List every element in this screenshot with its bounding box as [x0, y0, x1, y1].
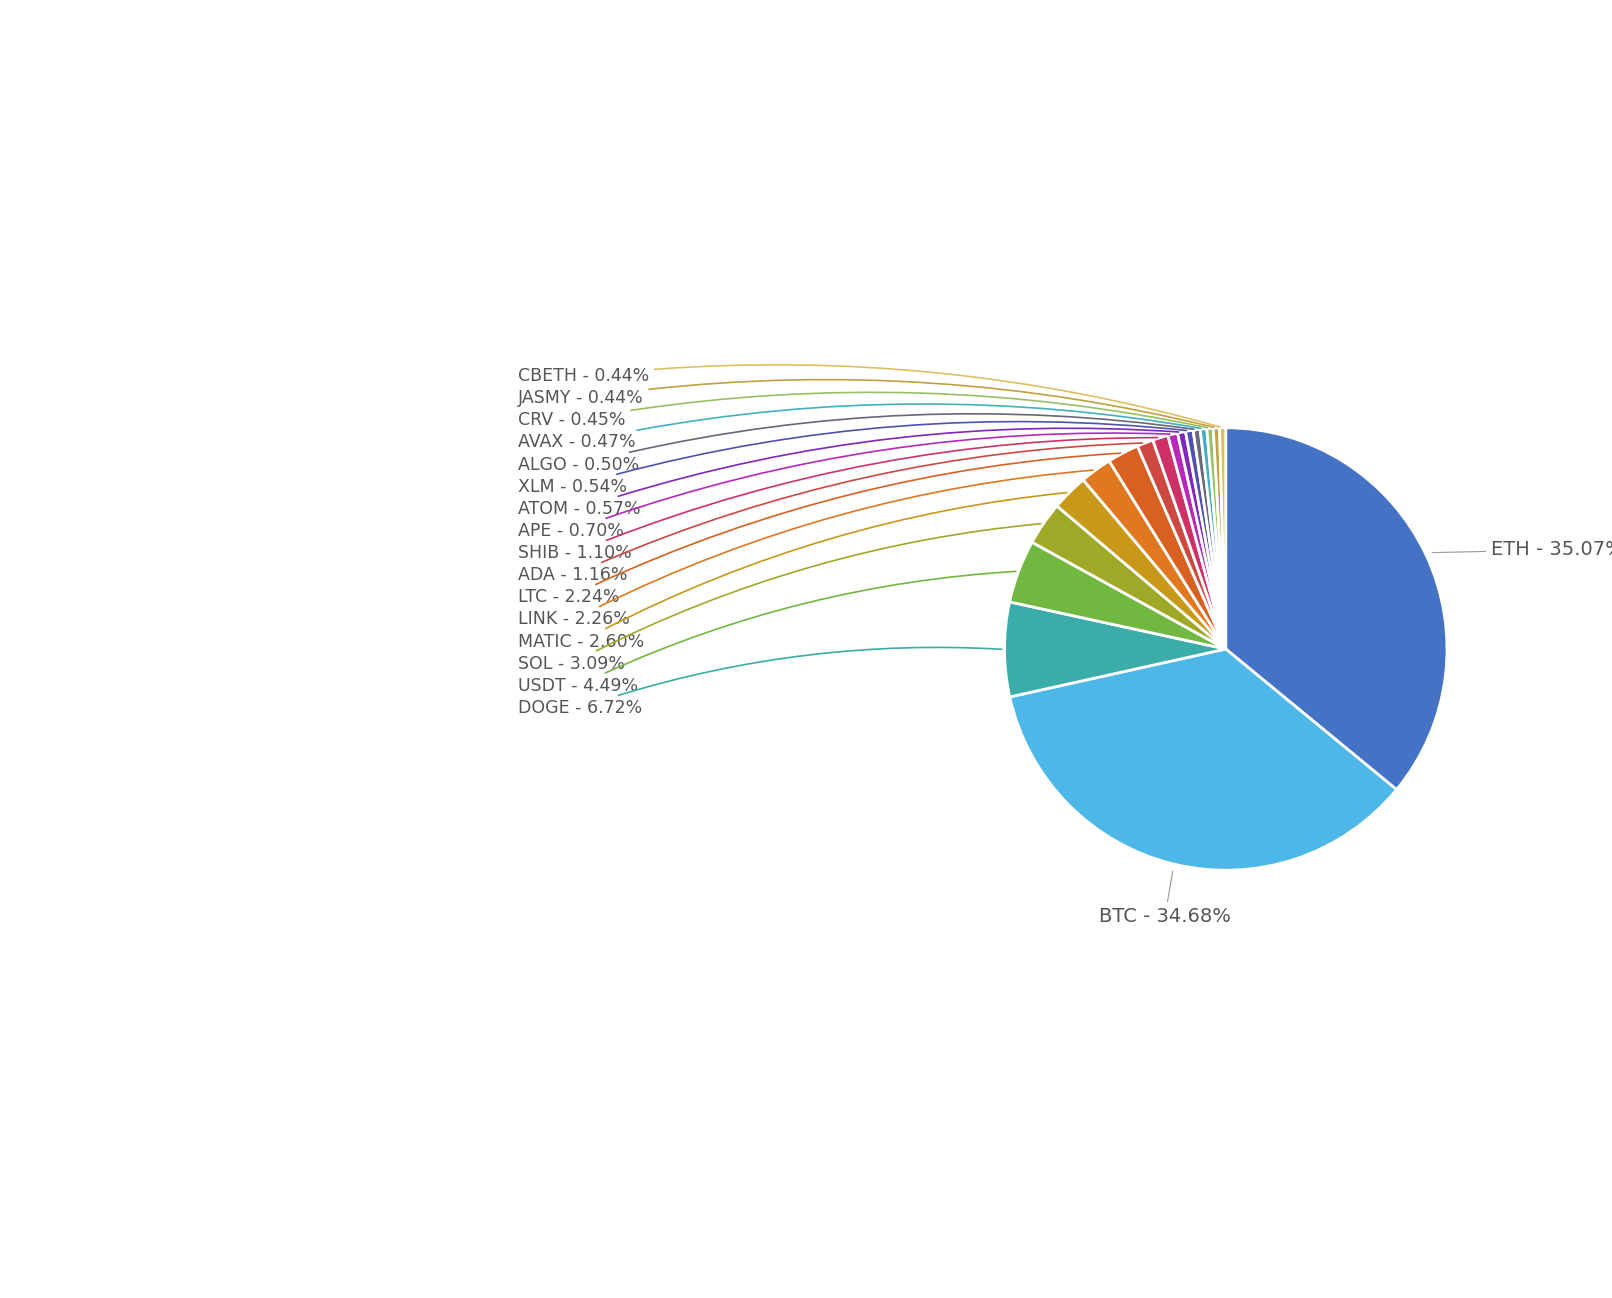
Text: APE - 0.70%: APE - 0.70%	[517, 434, 1170, 540]
Wedge shape	[1009, 543, 1225, 649]
Wedge shape	[1138, 440, 1225, 649]
Text: ATOM - 0.57%: ATOM - 0.57%	[517, 428, 1178, 518]
Text: SOL - 3.09%: SOL - 3.09%	[517, 523, 1041, 672]
Wedge shape	[1009, 649, 1396, 870]
Wedge shape	[1032, 506, 1225, 649]
Wedge shape	[1153, 435, 1225, 649]
Wedge shape	[1004, 602, 1225, 697]
Wedge shape	[1201, 428, 1225, 649]
Text: USDT - 4.49%: USDT - 4.49%	[517, 571, 1016, 694]
Text: ADA - 1.16%: ADA - 1.16%	[517, 443, 1143, 584]
Text: LTC - 2.24%: LTC - 2.24%	[517, 453, 1120, 606]
Text: CBETH - 0.44%: CBETH - 0.44%	[517, 365, 1220, 427]
Wedge shape	[1193, 430, 1225, 649]
Wedge shape	[1220, 428, 1225, 649]
Text: ETH - 35.07%: ETH - 35.07%	[1433, 540, 1612, 559]
Wedge shape	[1225, 428, 1448, 789]
Text: AVAX - 0.47%: AVAX - 0.47%	[517, 404, 1201, 452]
Text: DOGE - 6.72%: DOGE - 6.72%	[517, 648, 1001, 716]
Wedge shape	[1207, 428, 1225, 649]
Text: CRV - 0.45%: CRV - 0.45%	[517, 392, 1207, 430]
Text: SHIB - 1.10%: SHIB - 1.10%	[517, 437, 1157, 562]
Text: MATIC - 2.60%: MATIC - 2.60%	[517, 493, 1067, 650]
Text: LINK - 2.26%: LINK - 2.26%	[517, 470, 1093, 628]
Wedge shape	[1185, 430, 1225, 649]
Wedge shape	[1109, 447, 1225, 649]
Text: ALGO - 0.50%: ALGO - 0.50%	[517, 414, 1194, 474]
Wedge shape	[1083, 461, 1225, 649]
Wedge shape	[1214, 428, 1225, 649]
Wedge shape	[1177, 431, 1225, 649]
Text: BTC - 34.68%: BTC - 34.68%	[1099, 871, 1232, 927]
Wedge shape	[1167, 434, 1225, 649]
Text: JASMY - 0.44%: JASMY - 0.44%	[517, 379, 1214, 427]
Wedge shape	[1057, 480, 1225, 649]
Text: XLM - 0.54%: XLM - 0.54%	[517, 422, 1186, 496]
